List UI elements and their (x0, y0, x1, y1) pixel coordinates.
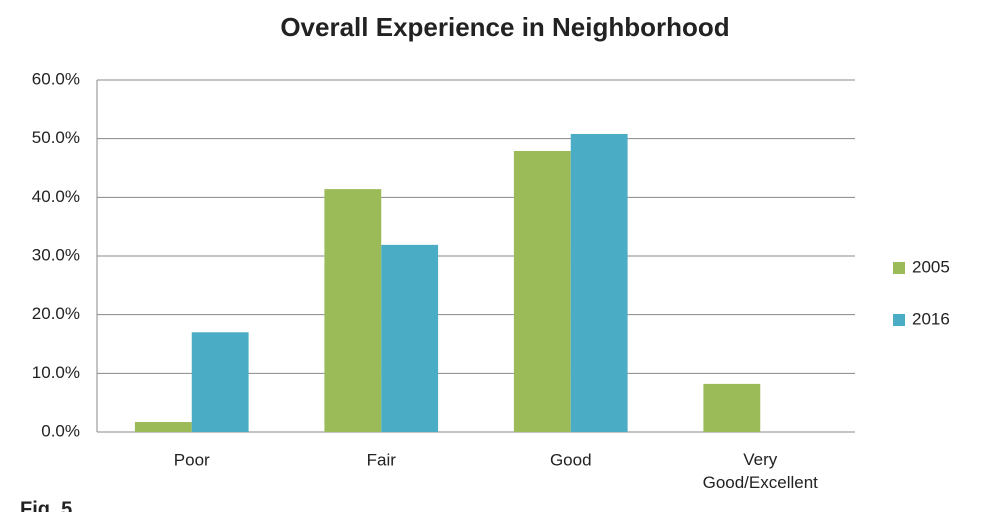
legend-swatch (893, 314, 905, 326)
bar (570, 133, 628, 432)
y-tick-label: 60.0% (32, 69, 80, 88)
y-tick-label: 20.0% (32, 304, 80, 323)
bar (513, 150, 571, 432)
caption: Fig. 5 (20, 498, 72, 512)
legend-swatch (893, 262, 905, 274)
bar (703, 383, 761, 432)
y-tick-label: 0.0% (41, 421, 80, 440)
x-tick-label: Very Good/Excellent (703, 450, 819, 492)
y-tick-label: 30.0% (32, 245, 80, 264)
legend-label: 2005 (912, 257, 950, 276)
bar (324, 189, 382, 432)
y-tick-label: 50.0% (32, 128, 80, 147)
x-tick-label: Good (550, 450, 592, 469)
x-tick-label: Fair (367, 450, 397, 469)
x-tick-label: Poor (174, 450, 210, 469)
legend-label: 2016 (912, 309, 950, 328)
bar (191, 332, 249, 432)
y-tick-label: 40.0% (32, 187, 80, 206)
bar (381, 244, 439, 432)
bar (134, 422, 192, 432)
y-tick-label: 10.0% (32, 363, 80, 382)
chart-title: Overall Experience in Neighborhood (280, 12, 729, 42)
